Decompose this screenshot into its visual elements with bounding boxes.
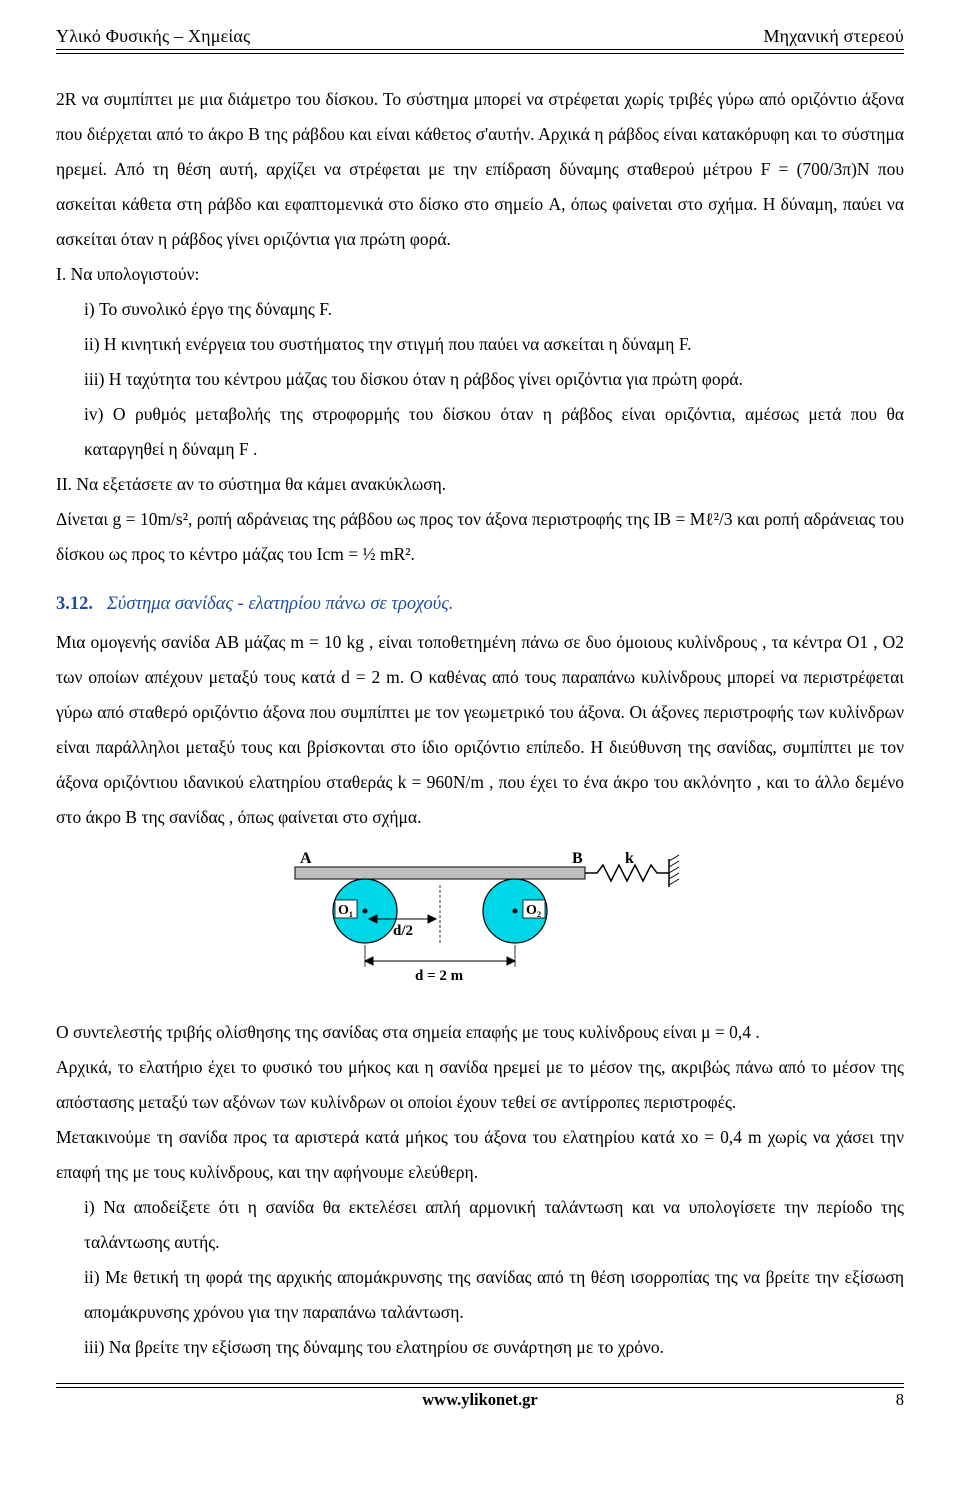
section-number: 3.12.: [56, 594, 93, 614]
fig-d2-label: d/2: [393, 923, 413, 939]
q1-i: i) Το συνολικό έργο της δύναμης F.: [84, 292, 904, 327]
paragraph-1: 2R να συμπίπτει με μια διάμετρο του δίσκ…: [56, 82, 904, 257]
q1-intro: I. Να υπολογιστούν:: [56, 257, 904, 292]
fig-wall-hatch: [669, 855, 679, 885]
footer-site: www.ylikonet.gr: [422, 1390, 538, 1409]
document-body: 2R να συμπίπτει με μια διάμετρο του δίσκ…: [56, 82, 904, 1365]
p3-i: i) Να αποδείξετε ότι η σανίδα θα εκτελέσ…: [84, 1190, 904, 1260]
p3-iii: iii) Να βρείτε την εξίσωση της δύναμης τ…: [84, 1330, 904, 1365]
header-rule: [56, 49, 904, 54]
section-heading: 3.12. Σύστημα σανίδας - ελατηρίου πάνω σ…: [56, 586, 904, 623]
page-header: Υλικό Φυσικής – Χημείας Μηχανική στερεού: [56, 26, 904, 49]
fig-o1-label: O₁: [338, 903, 353, 918]
fig-plank: [295, 867, 585, 879]
fig-label-a: A: [300, 850, 312, 867]
fig-axis-1: [363, 909, 368, 914]
p3-ii: ii) Με θετική τη φορά της αρχικής απομάκ…: [84, 1260, 904, 1330]
given-values: Δίνεται g = 10m/s², ροπή αδράνειας της ρ…: [56, 502, 904, 572]
q1-iii: iii) Η ταχύτητα του κέντρου μάζας του δί…: [84, 362, 904, 397]
fig-label-b: B: [572, 850, 583, 867]
q1-ii: ii) Η κινητική ενέργεια του συστήματος τ…: [84, 327, 904, 362]
section-title-text: Σύστημα σανίδας - ελατηρίου πάνω σε τροχ…: [107, 594, 454, 614]
fig-axis-2: [513, 909, 518, 914]
header-right: Μηχανική στερεού: [763, 26, 904, 47]
fig-o2-label: O₂: [526, 903, 541, 918]
paragraph-4: Αρχικά, το ελατήριο έχει το φυσικό του μ…: [56, 1050, 904, 1120]
page-footer: www.ylikonet.gr 8: [56, 1388, 904, 1410]
figure-plank-cylinders: A B k: [265, 845, 695, 1007]
paragraph-5: Μετακινούμε τη σανίδα προς τα αριστερά κ…: [56, 1120, 904, 1190]
paragraph-2: Μια ομογενής σανίδα AB μάζας m = 10 kg ,…: [56, 625, 904, 835]
fig-spring: [585, 865, 669, 881]
footer-page-number: 8: [896, 1390, 904, 1410]
fig-d-label: d = 2 m: [415, 968, 464, 984]
paragraph-3: Ο συντελεστής τριβής ολίσθησης της σανίδ…: [56, 1015, 904, 1050]
fig-d-arrow: [365, 957, 515, 965]
q2: II. Να εξετάσετε αν το σύστημα θα κάμει …: [56, 467, 904, 502]
fig-label-k: k: [625, 850, 634, 867]
q1-iv: iv) Ο ρυθμός μεταβολής της στροφορμής το…: [84, 397, 904, 467]
header-left: Υλικό Φυσικής – Χημείας: [56, 26, 250, 47]
